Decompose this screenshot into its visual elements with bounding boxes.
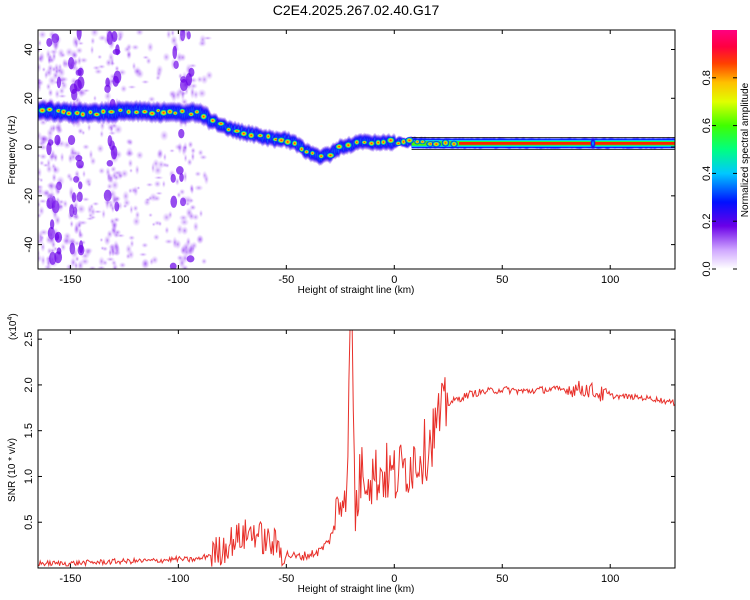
colorbar-tick: 0.2	[701, 214, 713, 229]
spectrogram-y-tick: 40	[23, 43, 35, 55]
spectrogram-ticks: -150 -100 -50 0 50 100 -40 -20 0 20 40	[23, 30, 675, 286]
spectrogram-x-label: Height of straight line (km)	[298, 285, 415, 296]
colorbar-tick: 0.8	[701, 70, 713, 85]
spectrogram-x-tick: -50	[278, 274, 294, 286]
spectrogram-y-tick: -40	[23, 237, 35, 253]
spectrogram-heatmap	[38, 30, 675, 269]
snr-y-tick: 1.5	[23, 423, 35, 438]
spectrogram-panel: -150 -100 -50 0 50 100 -40 -20 0 20 40 Height of s…	[7, 29, 676, 296]
snr-y-label: SNR (10 * v/v)	[7, 438, 18, 502]
spectrogram-x-tick: 50	[496, 274, 508, 286]
snr-y-tick: 0.5	[23, 515, 35, 530]
colorbar-tick: 0.6	[701, 118, 713, 133]
colorbar-tick: 0.0	[701, 261, 713, 276]
snr-x-label: Height of straight line (km)	[298, 584, 415, 595]
spectrogram-y-tick: 0	[23, 144, 35, 150]
spectrogram-x-tick: -150	[59, 274, 81, 286]
spectrogram-x-tick: -100	[167, 274, 189, 286]
snr-x-tick: 0	[391, 573, 397, 585]
colorbar-label: Normalized spectral amplitude	[740, 82, 750, 217]
snr-scale-factor: (x104)	[7, 313, 19, 340]
spectrogram-x-tick: 100	[601, 274, 619, 286]
snr-y-tick: 2.5	[23, 332, 35, 347]
snr-y-tick: 2.0	[23, 377, 35, 392]
spectrogram-frame	[37, 29, 676, 270]
spectrogram-y-label: Frequency (Hz)	[7, 116, 18, 185]
spectrogram-y-tick: 20	[23, 92, 35, 104]
snr-x-tick: -150	[59, 573, 81, 585]
snr-series-line	[38, 330, 675, 568]
colorbar-ticks: 0.0 0.2 0.4 0.6 0.8	[701, 70, 737, 277]
snr-panel: -150 -100 -50 0 50 100 0.5 1.0 1.5 2.0 2.5 Height …	[7, 313, 676, 595]
snr-x-tick: 50	[496, 573, 508, 585]
spectrogram-y-tick: -20	[23, 188, 35, 204]
colorbar-gradient	[712, 30, 737, 269]
snr-y-tick: 1.0	[23, 469, 35, 484]
snr-x-tick: -50	[278, 573, 294, 585]
snr-frame	[37, 329, 676, 569]
snr-x-tick: 100	[601, 573, 619, 585]
chart-title: C2E4.2025.267.02.40.G17	[273, 2, 440, 18]
snr-ticks: -150 -100 -50 0 50 100 0.5 1.0 1.5 2.0 2.5	[23, 330, 675, 585]
colorbar: 0.0 0.2 0.4 0.6 0.8 Normalized spectral ampl…	[701, 30, 750, 277]
colorbar-tick: 0.4	[701, 166, 713, 181]
spectrogram-x-tick: 0	[391, 274, 397, 286]
snr-x-tick: -100	[167, 573, 189, 585]
